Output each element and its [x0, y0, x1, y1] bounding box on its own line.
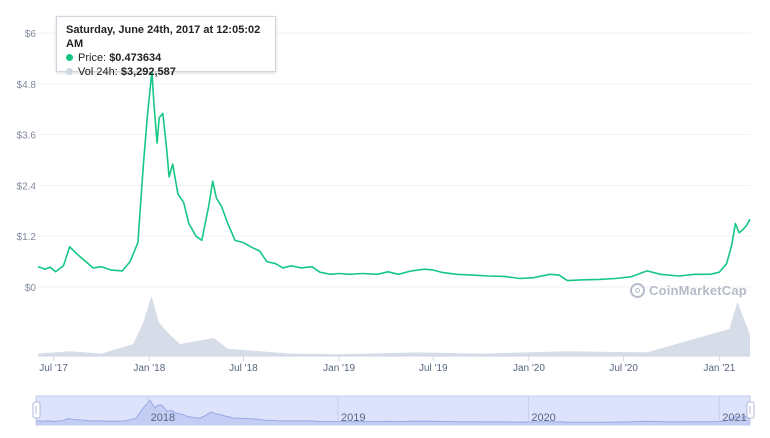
- tooltip-date: Saturday, June 24th, 2017 at 12:05:02 AM: [66, 24, 261, 50]
- x-tick-label: Jan '18: [133, 363, 165, 374]
- y-tick-label: $6: [25, 29, 37, 40]
- watermark: CoinMarketCap: [630, 283, 747, 298]
- x-tick-label: Jul '18: [229, 363, 258, 374]
- data-tooltip: Saturday, June 24th, 2017 at 12:05:02 AM…: [56, 16, 276, 78]
- tooltip-volume-value: $3,292,587: [120, 66, 176, 78]
- y-tick-label: $1.2: [17, 232, 37, 243]
- volume-bars: [38, 296, 750, 356]
- navigator-tick-label: 2018: [151, 412, 175, 424]
- tooltip-price-value: $0.473634: [109, 52, 162, 64]
- coinmarketcap-logo-icon: [630, 283, 645, 298]
- navigator-line: [35, 399, 751, 423]
- price-series[interactable]: [37, 70, 751, 282]
- x-tick-label: Jul '19: [419, 363, 448, 374]
- x-tick-label: Jan '20: [513, 363, 545, 374]
- x-tick-label: Jan '21: [703, 363, 735, 374]
- tooltip-volume-row: Vol 24h: $3,292,587: [66, 65, 266, 79]
- y-tick-label: $2.4: [17, 181, 37, 192]
- y-tick-label: $4.8: [17, 80, 37, 91]
- price-dot-icon: [66, 54, 73, 61]
- volume-area: [38, 296, 750, 356]
- watermark-text: CoinMarketCap: [649, 283, 747, 298]
- x-tick-label: Jul '17: [39, 363, 68, 374]
- volume-dot-icon: [66, 68, 73, 75]
- navigator-tick-label: 2021: [722, 412, 746, 424]
- x-tick-label: Jan '19: [323, 363, 355, 374]
- y-tick-label: $3.6: [17, 131, 37, 142]
- range-navigator[interactable]: 2018 2019 2020 2021: [32, 395, 755, 426]
- navigator-tick-label: 2019: [341, 412, 365, 424]
- y-tick-label: $0: [25, 283, 37, 294]
- y-axis-labels: $0 $1.2 $2.4 $3.6 $4.8 $6: [17, 29, 37, 294]
- navigator-area: [36, 400, 750, 425]
- tooltip-price-row: Price: $0.473634: [66, 51, 266, 65]
- tooltip-volume-label: Vol 24h:: [78, 66, 118, 78]
- tooltip-price-label: Price:: [78, 52, 107, 64]
- price-line[interactable]: [37, 70, 751, 282]
- x-tick-label: Jul '20: [609, 363, 638, 374]
- x-axis: Jul '17 Jan '18 Jul '18 Jan '19 Jul '19 Jan '…: [38, 355, 750, 374]
- navigator-tick-label: 2020: [531, 412, 555, 424]
